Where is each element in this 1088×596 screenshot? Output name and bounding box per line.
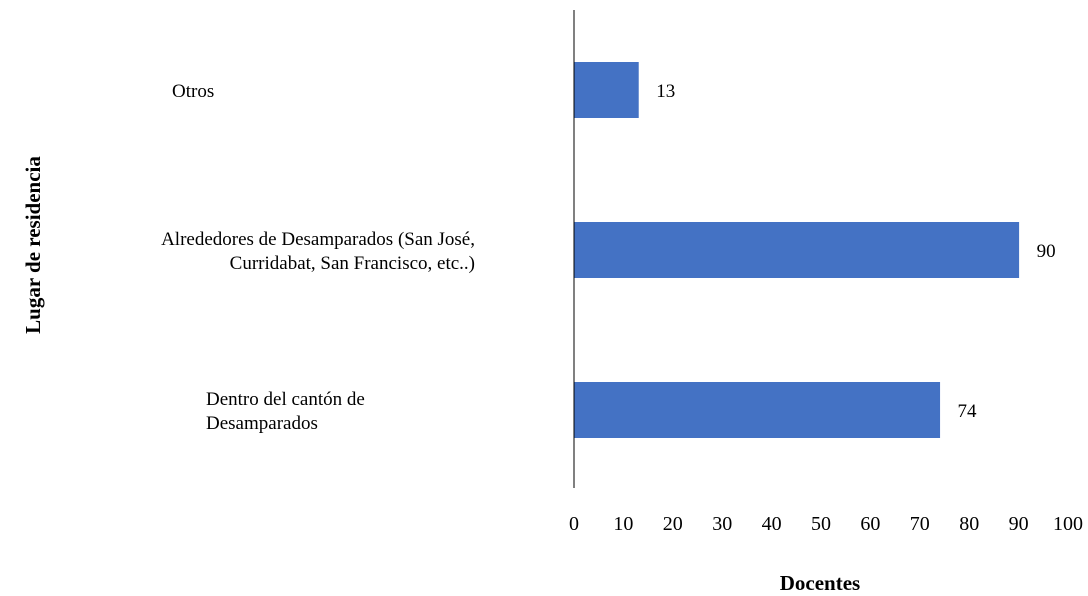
x-tick-label: 80: [959, 513, 979, 535]
category-label: Otros: [172, 81, 214, 102]
x-axis-title: Docentes: [780, 571, 860, 595]
x-tick-label: 30: [712, 513, 732, 535]
x-tick-label: 70: [910, 513, 930, 535]
x-tick-label: 100: [1053, 513, 1083, 535]
x-tick-label: 50: [811, 513, 831, 535]
data-labels-group: 13 90 74: [656, 81, 1055, 422]
data-label: 90: [1037, 241, 1056, 262]
data-label: 13: [656, 81, 675, 102]
x-tick-label: 10: [613, 513, 633, 535]
x-tick-label: 20: [663, 513, 683, 535]
x-tick-label: 60: [860, 513, 880, 535]
data-label: 74: [958, 401, 978, 422]
bar: [574, 382, 941, 438]
bars-group: [574, 62, 1020, 438]
category-label: Dentro del cantón de Desamparados: [206, 389, 365, 434]
y-axis-title: Lugar de residencia: [21, 156, 45, 334]
bar: [574, 222, 1020, 278]
x-tick-label: 0: [569, 513, 579, 535]
x-tick-label: 40: [762, 513, 782, 535]
x-tick-labels-group: 0 10 20 30 40 50 60 70 80 90 100: [569, 513, 1083, 535]
x-tick-label: 90: [1009, 513, 1029, 535]
category-label: Alrededores de Desamparados (San José, Cu…: [161, 229, 475, 274]
category-labels-group: Otros Alrededores de Desamparados (San Jo…: [161, 81, 475, 434]
bar: [574, 62, 639, 118]
